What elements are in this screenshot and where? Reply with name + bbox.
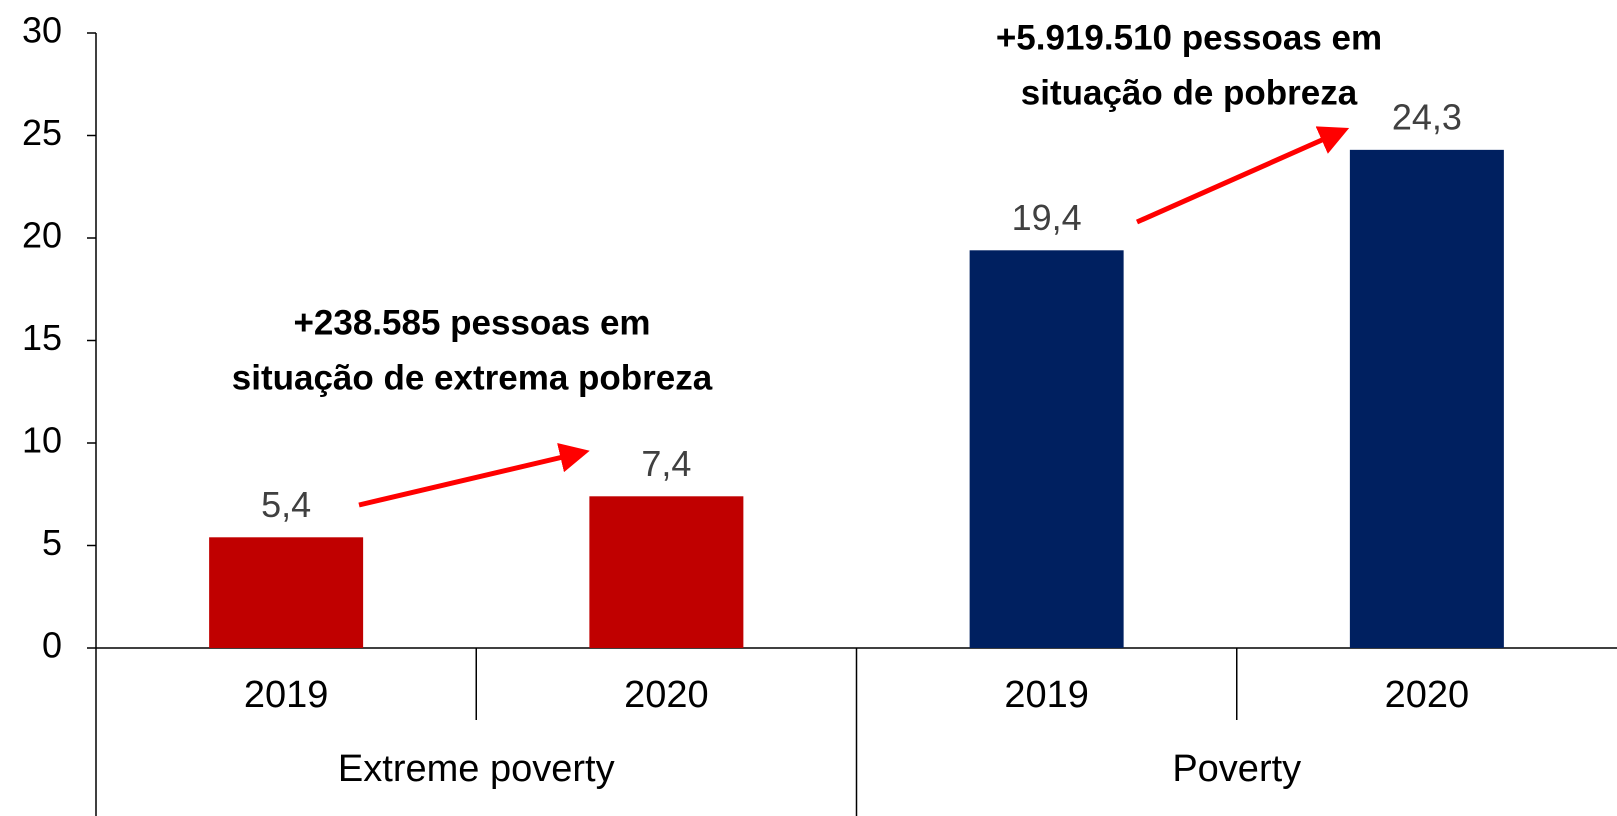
x-tick-label: 2020 (1385, 674, 1470, 716)
value-label: 5,4 (261, 484, 311, 525)
value-label: 7,4 (641, 443, 691, 484)
y-tick-label: 20 (22, 215, 62, 256)
annotation: situação de extrema pobreza (232, 358, 713, 397)
x-tick-label: 2019 (1004, 674, 1089, 716)
annotation: +238.585 pessoas em (293, 303, 650, 342)
value-label: 24,3 (1392, 96, 1462, 137)
arrow (358, 442, 590, 508)
bar (209, 537, 364, 648)
x-tick-label: 2019 (244, 674, 329, 716)
y-tick-label: 0 (42, 625, 62, 666)
y-tick-label: 10 (22, 420, 62, 461)
group-label: Poverty (1172, 748, 1301, 790)
group-label: Extreme poverty (338, 748, 615, 790)
y-tick-label: 30 (22, 10, 62, 51)
annotation: situação de pobreza (1021, 73, 1358, 112)
bar (589, 496, 744, 648)
value-label: 19,4 (1012, 197, 1082, 238)
y-tick-label: 15 (22, 317, 62, 358)
y-tick-label: 5 (42, 522, 62, 563)
bar (1349, 149, 1504, 648)
annotation: +5.919.510 pessoas em (996, 18, 1382, 57)
arrow (1135, 126, 1350, 225)
bar (969, 250, 1124, 649)
y-tick-label: 25 (22, 112, 62, 153)
x-tick-label: 2020 (624, 674, 709, 716)
